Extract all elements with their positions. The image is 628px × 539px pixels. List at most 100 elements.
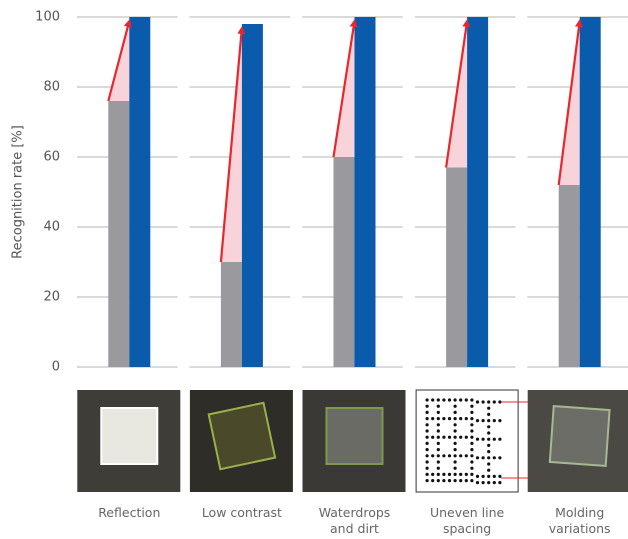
dot bbox=[487, 481, 491, 485]
dot bbox=[425, 472, 429, 476]
dot bbox=[487, 474, 491, 478]
bar bbox=[467, 17, 489, 367]
dot bbox=[425, 423, 429, 427]
dot bbox=[498, 400, 502, 404]
y-tick-label: 60 bbox=[43, 150, 60, 165]
dot bbox=[453, 404, 457, 408]
dot bbox=[453, 454, 457, 458]
dot bbox=[459, 472, 463, 476]
y-tick-label: 0 bbox=[52, 360, 60, 375]
dot bbox=[475, 456, 480, 460]
dot bbox=[431, 479, 435, 483]
dot bbox=[464, 435, 468, 439]
dot bbox=[464, 479, 468, 483]
code-square bbox=[100, 407, 159, 465]
y-tick-label: 40 bbox=[43, 220, 60, 235]
dot bbox=[447, 435, 452, 439]
dot bbox=[436, 417, 440, 421]
dot bbox=[498, 456, 502, 460]
dot bbox=[487, 406, 491, 410]
bar bbox=[446, 167, 468, 367]
bar bbox=[220, 262, 242, 367]
dot bbox=[475, 481, 480, 485]
dot bbox=[453, 417, 457, 421]
dot bbox=[436, 460, 440, 464]
dot bbox=[425, 417, 429, 421]
improvement-arrow bbox=[219, 26, 246, 263]
dot bbox=[481, 474, 485, 478]
dot bbox=[453, 435, 457, 439]
dot bbox=[475, 437, 480, 441]
dot bbox=[498, 437, 502, 441]
dot bbox=[453, 429, 457, 433]
dot bbox=[453, 466, 457, 470]
dot bbox=[436, 423, 440, 427]
dot bbox=[436, 404, 440, 408]
dot bbox=[487, 443, 491, 447]
dot bbox=[464, 398, 468, 402]
y-tick-label: 80 bbox=[43, 80, 60, 95]
dot bbox=[487, 425, 491, 429]
dot bbox=[470, 454, 474, 458]
dot bbox=[453, 448, 457, 452]
dot bbox=[442, 479, 446, 483]
dot bbox=[487, 437, 491, 441]
dot bbox=[487, 456, 491, 460]
dot bbox=[431, 454, 435, 458]
bar bbox=[108, 101, 130, 367]
dot bbox=[425, 460, 429, 464]
sample-image bbox=[527, 390, 628, 492]
dot bbox=[425, 466, 429, 470]
dot bbox=[481, 400, 485, 404]
dot bbox=[487, 462, 491, 466]
dot bbox=[453, 479, 457, 483]
sample-image bbox=[415, 389, 530, 493]
code-square bbox=[325, 407, 384, 465]
dot bbox=[470, 410, 474, 414]
dot bbox=[487, 400, 491, 404]
y-axis-label: Recognition rate [%] bbox=[11, 125, 26, 259]
dot bbox=[436, 479, 440, 483]
dot bbox=[475, 419, 480, 423]
dot bbox=[425, 448, 429, 452]
dot bbox=[436, 448, 440, 452]
bar bbox=[241, 24, 263, 367]
dot bbox=[442, 472, 446, 476]
dot bbox=[447, 417, 452, 421]
dot bbox=[492, 474, 496, 478]
bar bbox=[579, 17, 601, 367]
dot bbox=[470, 398, 474, 402]
dot bbox=[425, 479, 429, 483]
dot bbox=[431, 472, 435, 476]
dot bbox=[436, 435, 440, 439]
dot bbox=[470, 435, 474, 439]
dot bbox=[425, 410, 429, 414]
dot bbox=[470, 417, 474, 421]
dot bbox=[453, 423, 457, 427]
dot bbox=[453, 472, 457, 476]
sample-image bbox=[189, 390, 293, 492]
code-square bbox=[548, 405, 611, 467]
dot bbox=[487, 468, 491, 472]
dot bbox=[425, 441, 429, 445]
dot bbox=[498, 481, 502, 485]
dot bbox=[470, 466, 474, 470]
dot bbox=[475, 400, 480, 404]
dot bbox=[453, 410, 457, 414]
improvement-arrow bbox=[332, 19, 358, 158]
dot bbox=[442, 398, 446, 402]
dot bbox=[459, 398, 463, 402]
dot bbox=[470, 441, 474, 445]
dot bbox=[436, 472, 440, 476]
dot bbox=[447, 479, 452, 483]
improvement-arrow bbox=[445, 19, 471, 168]
x-tick-label: Uneven line spacing bbox=[429, 505, 505, 536]
dot bbox=[436, 410, 440, 414]
x-tick-label: Molding variations bbox=[548, 505, 611, 536]
dot bbox=[459, 479, 463, 483]
dot bbox=[470, 429, 474, 433]
dot bbox=[498, 474, 502, 478]
dot bbox=[436, 466, 440, 470]
